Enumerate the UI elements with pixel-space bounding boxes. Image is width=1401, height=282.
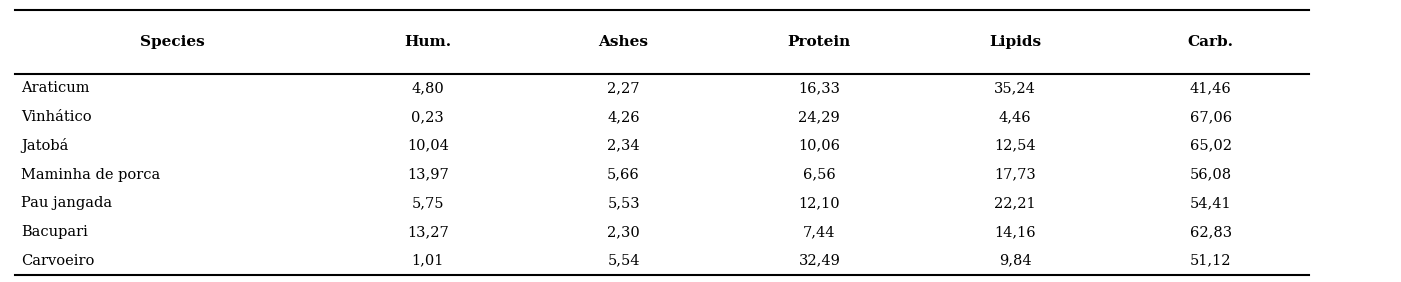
Text: Vinhático: Vinhático <box>21 110 91 124</box>
Text: 5,53: 5,53 <box>607 196 640 210</box>
Text: Protein: Protein <box>787 35 850 49</box>
Text: Jatobá: Jatobá <box>21 138 69 153</box>
Text: 7,44: 7,44 <box>803 225 835 239</box>
Text: Carb.: Carb. <box>1188 35 1234 49</box>
Text: 12,10: 12,10 <box>799 196 841 210</box>
Text: Maminha de porca: Maminha de porca <box>21 168 160 182</box>
Text: 51,12: 51,12 <box>1189 254 1231 268</box>
Text: Hum.: Hum. <box>405 35 451 49</box>
Text: 2,30: 2,30 <box>607 225 640 239</box>
Text: 10,04: 10,04 <box>406 139 448 153</box>
Text: 67,06: 67,06 <box>1189 110 1231 124</box>
Text: 13,97: 13,97 <box>406 168 448 182</box>
Text: 14,16: 14,16 <box>995 225 1035 239</box>
Text: 54,41: 54,41 <box>1189 196 1231 210</box>
Text: 24,29: 24,29 <box>799 110 841 124</box>
Text: 41,46: 41,46 <box>1189 81 1231 95</box>
Text: 16,33: 16,33 <box>799 81 841 95</box>
Text: 4,46: 4,46 <box>999 110 1031 124</box>
Text: Araticum: Araticum <box>21 81 90 95</box>
Text: 2,27: 2,27 <box>608 81 640 95</box>
Text: Ashes: Ashes <box>598 35 649 49</box>
Text: 32,49: 32,49 <box>799 254 841 268</box>
Text: 4,80: 4,80 <box>412 81 444 95</box>
Text: 13,27: 13,27 <box>406 225 448 239</box>
Text: 9,84: 9,84 <box>999 254 1031 268</box>
Text: Carvoeiro: Carvoeiro <box>21 254 94 268</box>
Text: Pau jangada: Pau jangada <box>21 196 112 210</box>
Text: 5,54: 5,54 <box>608 254 640 268</box>
Text: 6,56: 6,56 <box>803 168 836 182</box>
Text: 5,66: 5,66 <box>607 168 640 182</box>
Text: 5,75: 5,75 <box>412 196 444 210</box>
Text: Species: Species <box>140 35 205 49</box>
Text: 35,24: 35,24 <box>995 81 1035 95</box>
Text: 1,01: 1,01 <box>412 254 444 268</box>
Text: 65,02: 65,02 <box>1189 139 1231 153</box>
Text: 62,83: 62,83 <box>1189 225 1231 239</box>
Text: 0,23: 0,23 <box>412 110 444 124</box>
Text: 12,54: 12,54 <box>995 139 1035 153</box>
Text: 2,34: 2,34 <box>607 139 640 153</box>
Text: 22,21: 22,21 <box>995 196 1035 210</box>
Text: 4,26: 4,26 <box>607 110 640 124</box>
Text: Bacupari: Bacupari <box>21 225 88 239</box>
Text: 56,08: 56,08 <box>1189 168 1231 182</box>
Text: 10,06: 10,06 <box>799 139 841 153</box>
Text: Lipids: Lipids <box>989 35 1041 49</box>
Text: 17,73: 17,73 <box>995 168 1035 182</box>
